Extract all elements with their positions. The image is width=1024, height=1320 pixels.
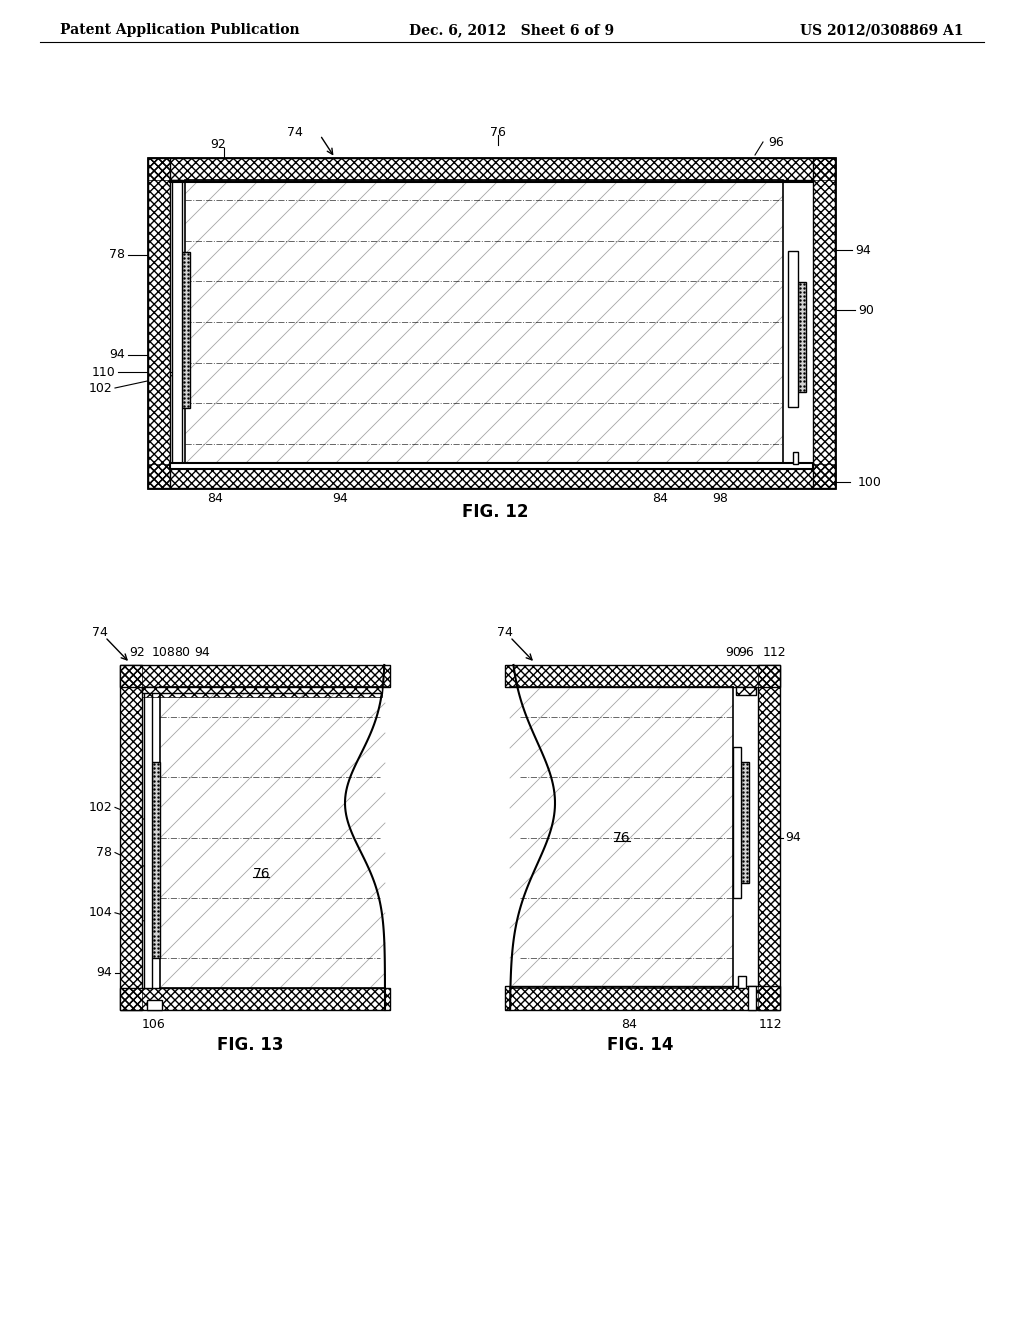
Bar (788, 251, 798, 407)
Text: 76: 76 (253, 867, 270, 880)
Text: 102: 102 (88, 381, 112, 395)
Bar (741, 762, 749, 883)
Text: 96: 96 (768, 136, 783, 149)
Bar (148, 158, 835, 180)
Text: 104: 104 (88, 907, 112, 919)
Text: 84: 84 (207, 491, 223, 504)
Text: 100: 100 (858, 475, 882, 488)
Bar (170, 463, 813, 469)
Bar (736, 686, 756, 696)
Text: 92: 92 (129, 647, 144, 660)
Bar (748, 986, 756, 1010)
Bar (758, 665, 780, 1010)
Text: 84: 84 (652, 491, 668, 504)
Text: 78: 78 (109, 248, 125, 261)
Bar (148, 158, 170, 488)
Text: 108: 108 (152, 647, 176, 660)
Bar (505, 665, 780, 686)
Text: 94: 94 (110, 348, 125, 362)
Bar (120, 987, 390, 1010)
Bar (758, 665, 780, 1010)
Bar (142, 686, 382, 697)
Bar (144, 686, 152, 987)
Bar (505, 986, 780, 1010)
Text: Patent Application Publication: Patent Application Publication (60, 22, 300, 37)
Text: 112: 112 (758, 1019, 781, 1031)
Text: Dec. 6, 2012   Sheet 6 of 9: Dec. 6, 2012 Sheet 6 of 9 (410, 22, 614, 37)
Bar (185, 180, 783, 465)
Text: 94: 94 (195, 647, 210, 660)
Bar (120, 665, 390, 686)
Text: 94: 94 (785, 832, 801, 843)
Bar (147, 1001, 162, 1010)
Bar (148, 158, 170, 488)
Bar (813, 158, 835, 488)
Text: 74: 74 (92, 627, 108, 639)
Text: 112: 112 (763, 647, 786, 660)
Text: 94: 94 (855, 243, 870, 256)
Bar (505, 986, 780, 1010)
Bar (148, 465, 835, 488)
Text: 110: 110 (91, 366, 115, 379)
Text: FIG. 12: FIG. 12 (462, 503, 528, 521)
Text: 76: 76 (612, 830, 631, 845)
Text: 80: 80 (174, 647, 190, 660)
Bar (793, 451, 798, 465)
Bar (120, 665, 390, 686)
Bar (733, 747, 741, 898)
Text: FIG. 13: FIG. 13 (217, 1036, 284, 1053)
Bar (148, 465, 835, 488)
Text: 94: 94 (96, 966, 112, 979)
Bar (505, 665, 780, 686)
Text: 90: 90 (858, 304, 873, 317)
Bar (148, 158, 835, 488)
Text: 84: 84 (621, 1019, 637, 1031)
Bar (142, 686, 382, 693)
Text: 74: 74 (497, 627, 513, 639)
Bar (736, 686, 756, 696)
Text: FIG. 14: FIG. 14 (607, 1036, 673, 1053)
Bar (738, 975, 746, 987)
Bar (120, 665, 142, 1010)
Bar (798, 282, 806, 392)
Bar (182, 252, 190, 408)
Text: 94: 94 (332, 491, 348, 504)
Text: US 2012/0308869 A1: US 2012/0308869 A1 (801, 22, 964, 37)
Bar (185, 180, 783, 465)
Bar (120, 987, 390, 1010)
Bar (152, 762, 160, 958)
Text: 78: 78 (96, 846, 112, 859)
Text: 102: 102 (88, 801, 112, 814)
Text: 98: 98 (712, 491, 728, 504)
Text: 74: 74 (287, 125, 303, 139)
Text: 76: 76 (490, 125, 506, 139)
Text: 106: 106 (142, 1019, 166, 1031)
Bar (120, 665, 142, 1010)
Text: 92: 92 (210, 139, 226, 152)
Bar (148, 158, 835, 180)
Bar (172, 180, 182, 465)
Text: 90: 90 (725, 647, 741, 660)
Bar (813, 158, 835, 488)
Text: 96: 96 (738, 647, 754, 660)
